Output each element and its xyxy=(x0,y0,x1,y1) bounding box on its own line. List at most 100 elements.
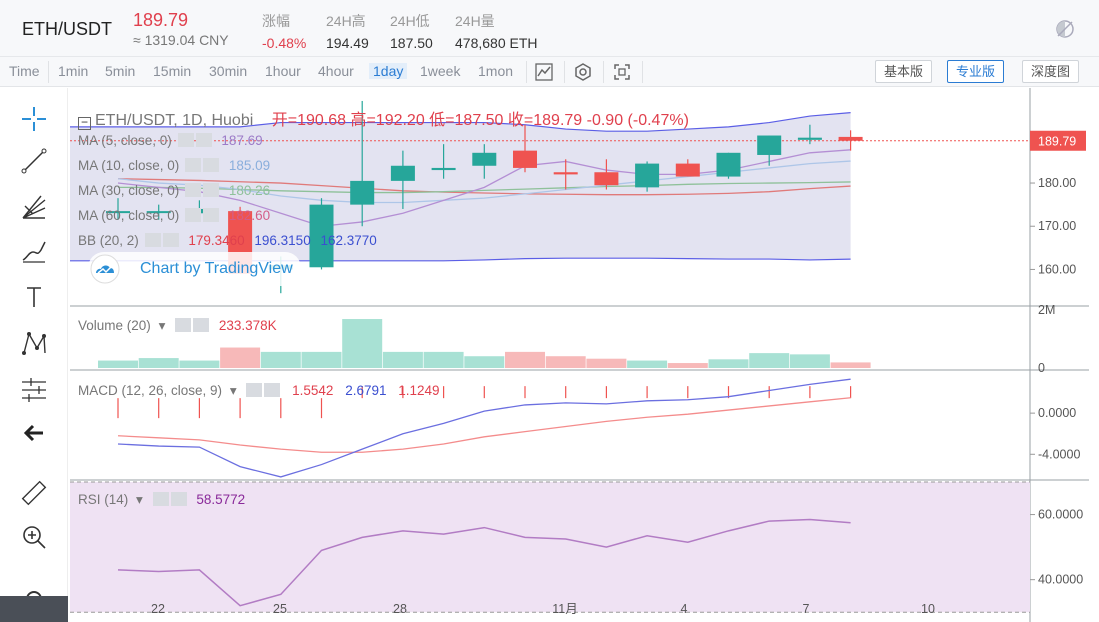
text-tool-icon[interactable] xyxy=(17,280,51,314)
macd-line xyxy=(117,378,851,478)
timeframe-15min[interactable]: 15min xyxy=(153,63,192,79)
indicator-close-icon[interactable] xyxy=(162,233,179,247)
timeframe-5min[interactable]: 5min xyxy=(105,63,136,79)
timeframe-30min[interactable]: 30min xyxy=(209,63,248,79)
bb-middle-value: 179.3460 xyxy=(188,233,245,248)
timeframe-1mon[interactable]: 1mon xyxy=(478,63,514,79)
indicator-settings-icon[interactable] xyxy=(152,492,169,506)
candle-body xyxy=(350,180,375,205)
candle-body xyxy=(472,152,497,166)
version-basic-button[interactable]: 基本版 xyxy=(875,60,933,83)
indicator-settings-icon[interactable] xyxy=(175,318,192,332)
ma5-legend: MA (5, close, 0) 187.69 xyxy=(78,133,263,148)
back-arrow-icon[interactable] xyxy=(17,416,51,450)
macd-signal-line xyxy=(117,397,851,453)
ruler-icon[interactable] xyxy=(17,476,51,510)
bb-upper-line xyxy=(70,112,851,132)
indicator-settings-icon[interactable] xyxy=(177,133,194,147)
pattern-icon[interactable] xyxy=(17,326,51,360)
candle-body xyxy=(553,172,578,175)
indicator-close-icon[interactable] xyxy=(203,208,220,222)
ticker-header: ETH/USDT 189.79 ≈ 1319.04 CNY 涨幅 -0.48% … xyxy=(0,0,1099,57)
date-tick-label: 28 xyxy=(393,602,407,616)
indicator-settings-icon[interactable] xyxy=(246,383,263,397)
timeframe-1day[interactable]: 1day xyxy=(369,63,408,79)
candle-body xyxy=(675,163,700,177)
chart-type-icon[interactable] xyxy=(530,60,558,84)
bb-legend: BB (20, 2) 179.3460 196.3150 162.3770 xyxy=(78,233,377,248)
ma30-value: 180.26 xyxy=(228,183,271,198)
drawing-toolbar xyxy=(0,88,68,622)
volume-label: Volume (20) xyxy=(78,318,151,333)
candle-body xyxy=(309,204,334,268)
volume-bar xyxy=(505,351,545,368)
stat-value: -0.48% xyxy=(262,35,307,51)
divider xyxy=(603,61,604,83)
candle-body xyxy=(431,167,456,171)
trading-chart[interactable]: 180.00 170.00 160.00 189.79 2M 0 0.0000 -4.0000… xyxy=(0,88,1099,622)
indicator-settings-icon[interactable] xyxy=(185,158,202,172)
volume-bar xyxy=(423,351,464,368)
candle-body xyxy=(594,172,619,186)
macd-tick-label: 0.0000 xyxy=(1038,406,1076,420)
stat-label: 24H低 xyxy=(390,13,430,29)
volume-bar xyxy=(138,358,179,368)
candle-body xyxy=(146,211,171,214)
version-pro-button[interactable]: 专业版 xyxy=(947,60,1005,83)
date-tick-label: 4 xyxy=(681,602,688,616)
crosshair-icon[interactable] xyxy=(17,102,51,136)
last-price-tag xyxy=(1030,130,1086,151)
dropdown-icon[interactable]: ▾ xyxy=(229,383,237,398)
indicator-close-icon[interactable] xyxy=(195,133,212,147)
toolbar-footer xyxy=(0,596,68,622)
fullscreen-icon[interactable] xyxy=(608,60,636,84)
rsi-tick-label: 40.0000 xyxy=(1038,573,1083,587)
collapse-icon[interactable]: − xyxy=(78,116,91,130)
indicator-close-icon[interactable] xyxy=(170,492,187,506)
volume-bar xyxy=(464,356,505,368)
dropdown-icon[interactable]: ▾ xyxy=(136,492,143,507)
divider xyxy=(642,61,643,83)
stat-24h-volume: 24H量 478,680 ETH xyxy=(455,11,538,51)
rsi-value: 58.5772 xyxy=(196,492,246,507)
date-tick-label: 7 xyxy=(803,602,810,616)
macd-legend: MACD (12, 26, close, 9) ▾ 1.5542 2.6791 … xyxy=(78,383,440,399)
timeframe-1week[interactable]: 1week xyxy=(420,63,461,79)
fib-fan-icon[interactable] xyxy=(17,190,51,224)
timeframe-4hour[interactable]: 4hour xyxy=(318,63,354,79)
cny-price: ≈ 1319.04 CNY xyxy=(133,32,229,48)
indicator-close-icon[interactable] xyxy=(193,318,210,332)
bb-upper-value: 196.3150 xyxy=(254,233,311,248)
timeframe-1min[interactable]: 1min xyxy=(58,63,89,79)
settings-gear-icon[interactable] xyxy=(569,60,597,84)
tradingview-watermark: Chart by TradingView xyxy=(88,252,301,286)
prediction-icon[interactable] xyxy=(17,372,51,406)
macd-signal-value: 1.1249 xyxy=(398,383,440,398)
bb-label: BB (20, 2) xyxy=(78,233,139,248)
depth-chart-button[interactable]: 深度图 xyxy=(1022,60,1080,83)
indicator-settings-icon[interactable] xyxy=(185,183,202,197)
candle-body xyxy=(513,150,537,168)
volume-bar xyxy=(708,359,749,368)
indicator-settings-icon[interactable] xyxy=(185,208,202,222)
theme-toggle-icon[interactable] xyxy=(1054,18,1076,40)
indicator-close-icon[interactable] xyxy=(203,158,220,172)
zoom-in-icon[interactable] xyxy=(17,520,51,554)
ma60-label: MA (60, close, 0) xyxy=(78,208,180,223)
indicator-close-icon[interactable] xyxy=(264,383,281,397)
symbol-label: ETH/USDT, 1D, Huobi xyxy=(95,112,254,129)
volume-tick-label: 0 xyxy=(1038,361,1045,375)
indicator-close-icon[interactable] xyxy=(203,183,220,197)
timeframe-1hour[interactable]: 1hour xyxy=(265,63,301,79)
brush-icon[interactable] xyxy=(17,234,51,268)
trend-line-icon[interactable] xyxy=(17,144,51,178)
indicator-settings-icon[interactable] xyxy=(144,233,161,247)
dropdown-icon[interactable]: ▾ xyxy=(158,318,166,333)
timeframe-time[interactable]: Time xyxy=(9,63,40,79)
date-tick-label: 22 xyxy=(151,602,165,616)
date-tick-label: 11月 xyxy=(552,602,577,616)
volume-bar xyxy=(179,360,220,368)
volume-bar xyxy=(382,351,423,368)
ohlc-values: 开=190.68 高=192.20 低=187.50 收=189.79 -0.9… xyxy=(271,112,689,129)
stat-change: 涨幅 -0.48% xyxy=(262,11,306,51)
